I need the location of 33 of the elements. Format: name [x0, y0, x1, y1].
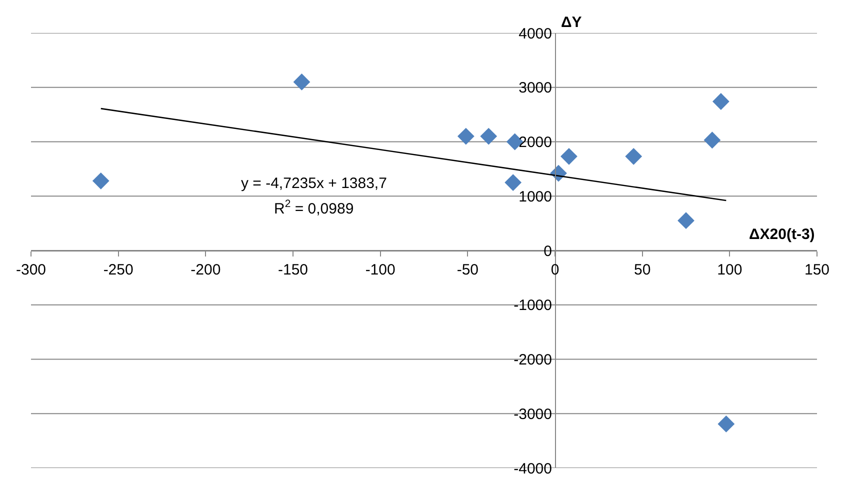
annotation: R$^{2}$ = 0,0989: [274, 198, 354, 218]
y-tick-label: -3000: [514, 406, 552, 423]
x-tick-label: 50: [634, 262, 651, 278]
y-axis-title: ΔY: [561, 14, 582, 31]
x-tick-label: -150: [278, 262, 308, 278]
point: [678, 212, 694, 230]
y-tick-label: 1000: [518, 188, 552, 206]
y-tick-label: -2000: [514, 352, 552, 368]
point: [504, 174, 522, 191]
point: [92, 172, 110, 190]
point: [293, 73, 310, 90]
point: [704, 132, 721, 149]
x-tick-label: -300: [16, 262, 46, 278]
x-tick-label: -100: [365, 262, 396, 278]
y-tick-label: 0: [544, 242, 552, 260]
y-tick-label: -4000: [514, 460, 552, 478]
y-tick-label: 3000: [518, 80, 552, 97]
x-tick-label: -200: [190, 262, 221, 278]
x-tick-label: -250: [103, 262, 134, 278]
y-tick-label: 2000: [518, 134, 552, 151]
annotation: y = -4,7235x + 1383,7: [241, 175, 387, 192]
x-tick-label: 150: [804, 262, 830, 278]
x-tick-label: -50: [456, 262, 479, 278]
point: [712, 93, 730, 110]
point: [625, 148, 642, 165]
x-tick-label: 100: [717, 262, 742, 278]
point: [560, 148, 578, 165]
y-tick-label: -1000: [514, 297, 552, 314]
point: [718, 416, 735, 432]
point: [480, 128, 498, 145]
x-axis-title: ΔX20(t-3): [749, 226, 815, 243]
point: [457, 128, 474, 145]
y-tick-label: 4000: [518, 25, 552, 42]
